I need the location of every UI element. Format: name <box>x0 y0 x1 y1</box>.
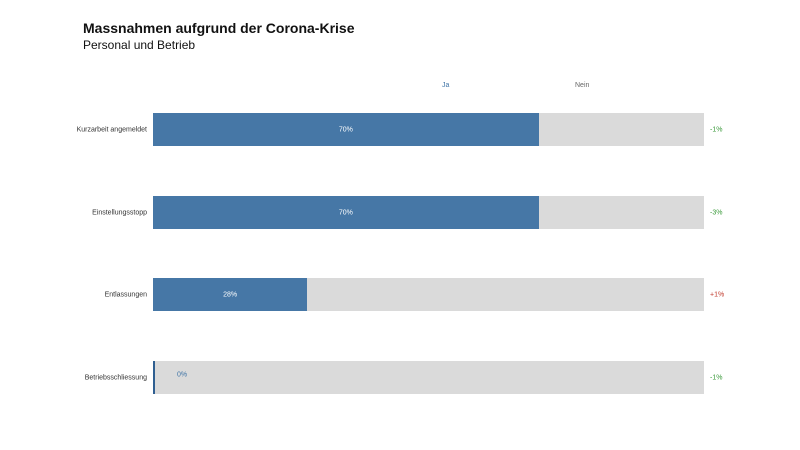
bar-ja <box>153 196 539 229</box>
bar-value-label: 70% <box>338 126 353 133</box>
category-label: Kurzarbeit angemeldet <box>76 126 147 133</box>
bar-nein <box>153 361 704 394</box>
legend-ja: Ja <box>442 82 450 89</box>
bar-nein <box>153 196 704 229</box>
bar-nein <box>153 113 704 146</box>
bar-value-label: 70% <box>338 209 353 216</box>
chart-title: Massnahmen aufgrund der Corona-Krise <box>83 20 355 36</box>
bar-ja <box>153 113 539 146</box>
change-label: -1% <box>710 374 723 381</box>
bar-nein <box>153 278 704 311</box>
change-label: -1% <box>710 126 723 133</box>
change-label: -3% <box>710 209 723 216</box>
category-label: Entlassungen <box>104 291 147 298</box>
bar-value-label: 28% <box>223 291 238 298</box>
bar-value-label: 0% <box>176 371 188 378</box>
bar-ja <box>153 361 155 394</box>
legend-nein: Nein <box>575 82 590 89</box>
category-label: Einstellungsstopp <box>92 209 147 216</box>
category-label: Betriebsschliessung <box>84 374 147 381</box>
bar-ja <box>153 278 308 311</box>
change-label: +1% <box>710 291 725 298</box>
chart-subtitle: Personal und Betrieb <box>83 38 196 52</box>
